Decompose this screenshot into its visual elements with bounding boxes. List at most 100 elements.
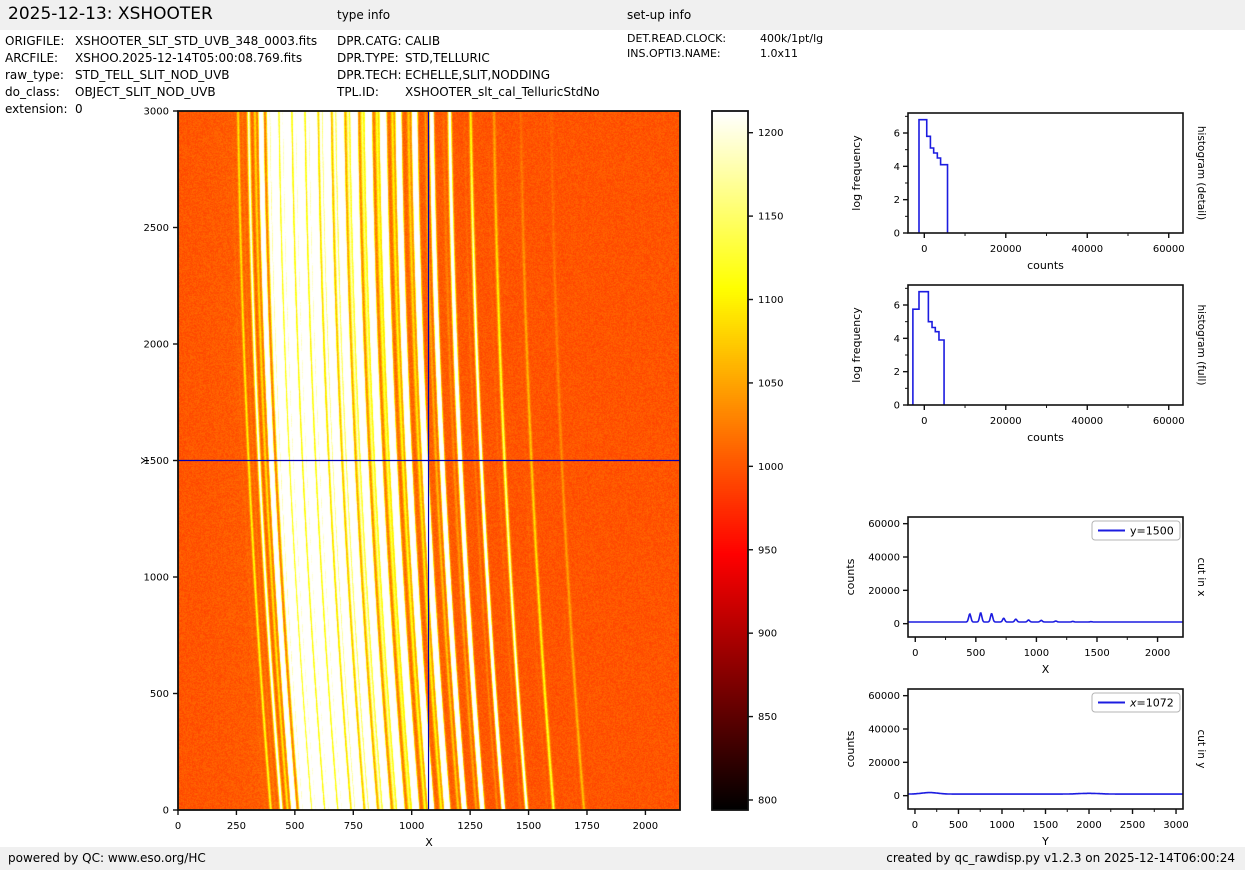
x-tick-label: 500 (285, 821, 304, 832)
y-tick-label: 2 (894, 367, 900, 378)
x-tick-label: 750 (344, 821, 363, 832)
file-info-row: ARCFILE: XSHOO.2025-12-14T05:00:08.769.fi… (5, 50, 317, 67)
field-label: DPR.TYPE: (337, 51, 399, 65)
field-value: CALIB (405, 34, 441, 48)
plot-side-title: histogram (full) (1195, 305, 1207, 386)
y-tick-label: 40000 (868, 725, 900, 736)
type-info-row: DPR.TYPE: STD,TELLURIC (337, 50, 600, 67)
legend: y=1500 (1091, 520, 1181, 541)
y-axis-title: counts (844, 558, 857, 595)
colorbar-tick-label: 1200 (758, 128, 783, 139)
footer-credit-script: created by qc_rawdisp.py v1.2.3 on 2025-… (886, 851, 1235, 865)
colorbar-tick-label: 1000 (758, 462, 783, 473)
y-tick-label: 0 (894, 401, 900, 412)
x-axis-title: counts (1027, 431, 1064, 444)
x-tick-label: 1000 (399, 821, 424, 832)
field-value: XSHOOTER_SLT_STD_UVB_348_0003.fits (75, 34, 318, 48)
y-tick-label: 1000 (144, 573, 169, 584)
x-tick-label: 500 (966, 648, 985, 659)
x-tick-label: 2000 (1145, 648, 1170, 659)
x-tick-label: 40000 (1071, 416, 1103, 427)
x-tick-label: 0 (175, 821, 181, 832)
setup-info-row: DET.READ.CLOCK: 400k/1pt/lg (627, 31, 823, 46)
file-info-row: raw_type: STD_TELL_SLIT_NOD_UVB (5, 67, 317, 84)
x-tick-label: 2500 (1120, 820, 1145, 831)
y-axis-title: log frequency (850, 135, 863, 211)
colorbar-tick-label: 850 (758, 712, 777, 723)
x-tick-label: 1000 (989, 820, 1014, 831)
legend-box (1091, 520, 1181, 541)
x-tick-label: 0 (912, 820, 918, 831)
y-tick-label: 0 (894, 619, 900, 630)
colorbar-tick-label: 1150 (758, 212, 783, 223)
x-tick-label: 0 (921, 244, 927, 255)
x-tick-label: 1500 (1033, 820, 1058, 831)
plot-frame (907, 112, 1184, 234)
field-label: ARCFILE: (5, 51, 59, 65)
field-value: 400k/1pt/lg (760, 32, 824, 45)
y-tick-label: 60000 (868, 519, 900, 530)
legend-box (1091, 692, 1181, 713)
y-tick-label: 2500 (144, 223, 169, 234)
field-value: STD_TELL_SLIT_NOD_UVB (75, 68, 230, 82)
colorbar-tick-label: 1050 (758, 378, 783, 389)
y-tick-label: 4 (894, 162, 900, 173)
x-tick-label: 1000 (1024, 648, 1049, 659)
colorbar-tick-label: 950 (758, 545, 777, 556)
field-value: STD,TELLURIC (405, 51, 490, 65)
plot-frame (907, 516, 1184, 638)
field-label: do_class: (5, 85, 60, 99)
legend-label: x=1072 (1129, 697, 1174, 710)
x-tick-label: 3000 (1163, 820, 1188, 831)
type-info-row: DPR.TECH: ECHELLE,SLIT,NODDING (337, 67, 600, 84)
setup-info-block: DET.READ.CLOCK: 400k/1pt/lg INS.OPTI3.NAM… (627, 31, 823, 61)
x-tick-label: 1500 (516, 821, 541, 832)
x-tick-label: 40000 (1071, 244, 1103, 255)
field-label: ORIGFILE: (5, 34, 65, 48)
y-axis-title: counts (844, 730, 857, 767)
field-label: INS.OPTI3.NAME: (627, 47, 721, 60)
field-value: ECHELLE,SLIT,NODDING (405, 68, 551, 82)
plot-hist-full: 0 20000 40000 60000 0 2 4 6 counts log frequency h… (850, 284, 1207, 444)
y-tick-label: 1500 (144, 456, 169, 467)
field-value: 1.0x11 (760, 47, 799, 60)
cut_x-curve (908, 612, 1183, 623)
x-axis-title: counts (1027, 259, 1064, 272)
x-axis-title: X (1042, 663, 1050, 676)
x-tick-label: 2000 (633, 821, 658, 832)
file-info-row: ORIGFILE: XSHOOTER_SLT_STD_UVB_348_0003.f… (5, 33, 317, 50)
x-tick-label: 0 (912, 648, 918, 659)
field-label: extension: (5, 102, 68, 116)
y-tick-label: 0 (163, 806, 169, 817)
footer-bar: powered by QC: www.eso.org/HC created by… (0, 847, 1245, 870)
y-tick-label: 6 (894, 301, 900, 312)
type-info-row: DPR.CATG: CALIB (337, 33, 600, 50)
field-label: DPR.TECH: (337, 68, 402, 82)
x-tick-label: 500 (949, 820, 968, 831)
hist_detail-curve (918, 118, 949, 233)
y-tick-label: 0 (894, 229, 900, 240)
type-info-header: type info (337, 8, 391, 22)
plot-cut-y: 0 500 1000 1500 2000 2500 3000 0 20000 40000 60000… (844, 688, 1207, 848)
plot-hist-detail: 0 20000 40000 60000 0 2 4 6 counts log frequency h… (850, 112, 1207, 272)
x-tick-label: 60000 (1153, 416, 1185, 427)
legend-label: y=1500 (1130, 525, 1174, 538)
y-tick-label: 40000 (868, 553, 900, 564)
file-info-block: ORIGFILE: XSHOOTER_SLT_STD_UVB_348_0003.f… (5, 33, 317, 118)
y-axis-title: log frequency (850, 307, 863, 383)
type-info-block: DPR.CATG: CALIB DPR.TYPE: STD,TELLURIC DPR… (337, 33, 600, 101)
cut_y-curve (908, 791, 1183, 795)
x-tick-label: 250 (227, 821, 246, 832)
x-tick-label: 1500 (1084, 648, 1109, 659)
x-tick-label: 20000 (990, 416, 1022, 427)
colorbar-tick-label: 1100 (758, 295, 783, 306)
x-tick-label: 1250 (457, 821, 482, 832)
file-info-row: extension: 0 (5, 101, 317, 118)
raw-frame-image (178, 111, 680, 810)
field-value: XSHOOTER_slt_cal_TelluricStdNo (405, 85, 600, 99)
plot-frame (907, 284, 1184, 406)
y-tick-label: 20000 (868, 586, 900, 597)
plot-frame (907, 688, 1184, 810)
